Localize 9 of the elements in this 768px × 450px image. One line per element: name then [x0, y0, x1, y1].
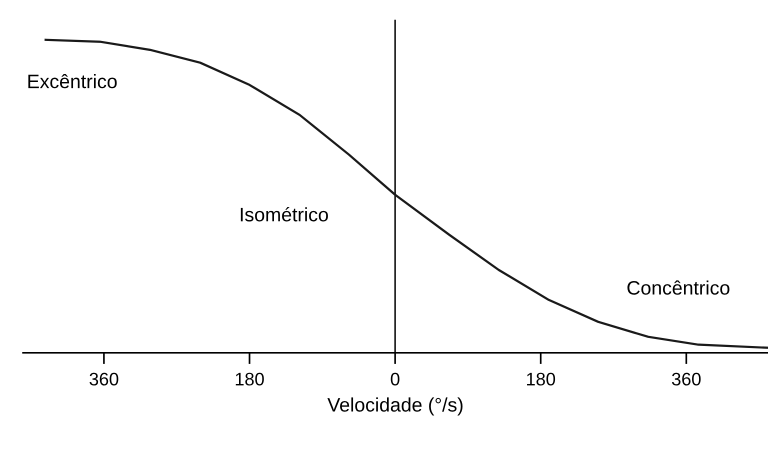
x-tick-label: 360	[672, 372, 701, 386]
annotation: Concêntrico	[627, 280, 730, 295]
x-tick-label: 0	[390, 372, 400, 386]
annotation: Isométrico	[240, 206, 328, 222]
x-tick-label: 180	[236, 372, 264, 386]
x-tick-label: 360	[90, 372, 118, 386]
annotation: Excêntrico	[28, 74, 117, 88]
x-axis-title: Velocidade (°/s)	[327, 397, 463, 416]
x-tick-label: 180	[527, 372, 556, 386]
